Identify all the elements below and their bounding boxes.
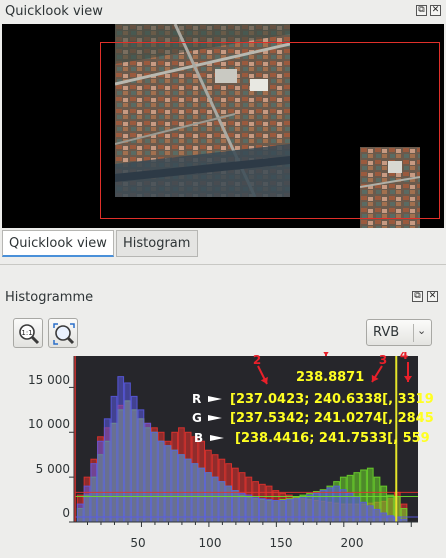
- histogram-bar-b: [238, 492, 246, 523]
- x-tick-label: 100: [198, 536, 222, 550]
- view-extent-rectangle[interactable]: [100, 42, 440, 219]
- bin-info-g: [237.5342; 241.0274[, 2845: [230, 411, 434, 426]
- histogram-bar-b: [360, 501, 367, 523]
- satellite-image-secondary: [360, 147, 420, 228]
- zoom-fit-icon: [53, 323, 75, 345]
- close-icon[interactable]: ✕: [430, 5, 441, 16]
- arrow-right-icon: [210, 435, 224, 441]
- histogram-bar-b: [198, 467, 206, 523]
- panel-separator: [0, 264, 446, 265]
- channel-select[interactable]: RVB ⌄: [366, 319, 432, 346]
- close-icon[interactable]: ✕: [427, 291, 438, 302]
- histogram-bar-b: [285, 499, 293, 523]
- svg-text:1:1: 1:1: [21, 329, 32, 337]
- histogram-bar-b: [380, 512, 388, 523]
- zoom-fit-button[interactable]: [48, 318, 78, 348]
- panel-tabbar: Quicklook view Histogram: [2, 228, 444, 260]
- y-tick-label: 10 000: [28, 417, 70, 431]
- arrow-right-icon: [208, 415, 222, 421]
- histogram-bar-b: [110, 395, 118, 523]
- histogram-bar-b: [184, 458, 192, 523]
- annotation-arrowhead: [371, 374, 379, 382]
- annotation-number: 3: [379, 353, 387, 367]
- histogram-panel-titlebar: Histogramme ⧉ ✕: [0, 286, 446, 310]
- channel-select-divider: [413, 324, 414, 342]
- histogram-chart[interactable]: 238.8871 R [237.0423; 240.6338[, 3319 G [237…: [0, 330, 446, 558]
- histogram-bar-b: [306, 494, 313, 523]
- histogram-bar-b: [272, 499, 280, 523]
- float-icon[interactable]: ⧉: [416, 5, 427, 16]
- histogram-bar-b: [178, 454, 185, 523]
- quicklook-panel-title: Quicklook view: [5, 4, 103, 19]
- x-tick-label: 150: [269, 536, 293, 550]
- histogram-bar-b: [137, 409, 145, 523]
- histogram-bar-b: [245, 494, 253, 523]
- zoom-1-1-button[interactable]: 1:1: [13, 318, 43, 348]
- quicklook-view[interactable]: [2, 24, 444, 228]
- histogram-bar-b: [353, 496, 361, 523]
- histogram-bar-b: [144, 422, 152, 523]
- histogram-bar-b: [366, 505, 374, 523]
- float-icon[interactable]: ⧉: [412, 291, 423, 302]
- histogram-bar-b: [151, 431, 158, 523]
- y-tick-label: 0: [62, 506, 70, 520]
- histogram-area: 238.8871 R [237.0423; 240.6338[, 3319 G [237…: [0, 330, 446, 558]
- cursor-value-label: 238.8871: [296, 370, 364, 385]
- histogram-bar-b: [258, 498, 266, 523]
- y-tick-label: 5 000: [35, 462, 70, 476]
- tab-histogram[interactable]: Histogram: [116, 230, 198, 257]
- histogram-bar-b: [346, 492, 354, 523]
- channel-letter-r: R: [192, 392, 201, 406]
- bin-info-r: [237.0423; 240.6338[, 3319: [230, 392, 434, 407]
- annotation-arrowhead: [322, 350, 330, 356]
- annotation-arrowhead: [404, 376, 412, 382]
- histogram-bar-b: [393, 516, 401, 523]
- histogram-bar-b: [312, 492, 320, 523]
- histogram-bar-b: [252, 496, 259, 523]
- quicklook-panel-titlebar: Quicklook view ⧉ ✕: [0, 0, 446, 24]
- histogram-bar-b: [157, 440, 165, 523]
- bin-info-b: [238.4416; 241.7533[, 559: [235, 431, 430, 446]
- zoom-1-1-icon: 1:1: [19, 324, 40, 345]
- histogram-bar-b: [265, 499, 273, 523]
- histogram-bar-b: [103, 418, 111, 523]
- histogram-bar-b: [279, 499, 286, 523]
- histogram-bar-b: [76, 503, 84, 523]
- histogram-bar-b: [164, 445, 172, 523]
- y-tick-label: 15 000: [28, 373, 70, 387]
- histogram-bar-b: [218, 481, 226, 523]
- satellite-image-main: [115, 24, 290, 197]
- histogram-bar-b: [211, 476, 219, 523]
- histogram-bar-b: [97, 440, 104, 523]
- arrow-right-icon: [208, 396, 222, 402]
- chevron-down-icon: ⌄: [417, 324, 427, 337]
- x-tick-label: 50: [130, 536, 146, 550]
- series-b-bars: [76, 376, 408, 523]
- histogram-bar-b: [130, 395, 138, 523]
- x-tick-label: 200: [340, 536, 364, 550]
- annotation-arrowhead: [260, 376, 268, 384]
- histogram-bar-b: [292, 498, 300, 523]
- tab-quicklook-view[interactable]: Quicklook view: [2, 230, 114, 257]
- histogram-bar-b: [373, 508, 381, 523]
- channel-letter-g: G: [192, 411, 202, 425]
- annotation-number: 4: [400, 352, 408, 362]
- histogram-bar-b: [205, 472, 212, 523]
- histogram-panel-title: Histogramme: [5, 290, 94, 305]
- annotation-number: 2: [253, 353, 261, 367]
- histogram-bar-b: [117, 376, 125, 523]
- channel-letter-b: B: [194, 431, 203, 445]
- histogram-bar-b: [299, 496, 307, 523]
- histogram-bar-b: [124, 382, 131, 523]
- channel-select-value: RVB: [373, 325, 400, 340]
- histogram-bar-b: [171, 449, 179, 523]
